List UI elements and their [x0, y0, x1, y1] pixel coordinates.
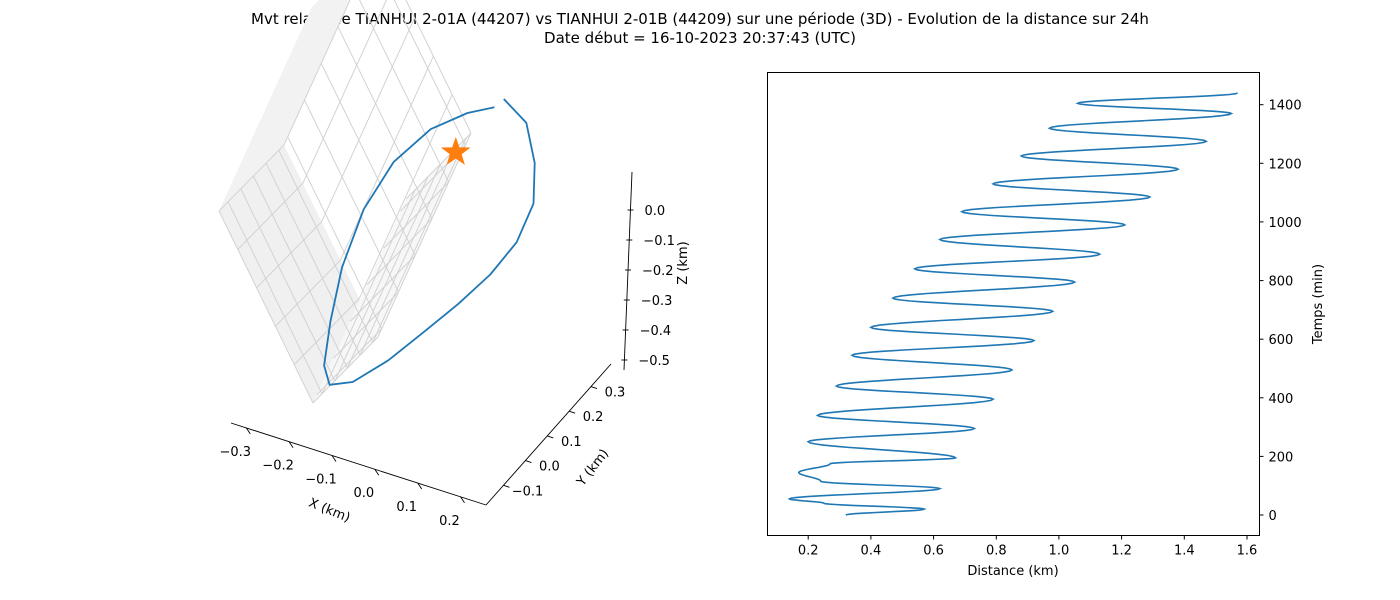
z-tick-label: −0.5 [638, 354, 670, 369]
y-tick [525, 460, 532, 464]
x-tick-label: −0.2 [262, 459, 294, 474]
y-tick-label: 1200 [1269, 157, 1302, 172]
z-tick-label: −0.4 [640, 324, 672, 339]
gridline-floor-y [227, 201, 323, 395]
gridline-back-wall-x [377, 132, 472, 338]
x-tick-label: 1.6 [1237, 544, 1258, 559]
x-tick-label: 0.2 [798, 544, 819, 559]
x-axis-line [230, 422, 487, 506]
gridline-back-wall-x [358, 94, 453, 299]
gridline-floor-x [312, 336, 379, 404]
x-tick [460, 496, 465, 504]
x-tick [374, 468, 380, 476]
plot-frame [767, 72, 1260, 536]
gridline-left-wall-z [333, 291, 399, 359]
x-tick [245, 427, 251, 435]
y-tick-label: 1000 [1269, 216, 1302, 231]
y-tick-label: 800 [1269, 275, 1294, 290]
gridline-left-wall-z [366, 218, 433, 286]
x-tick-label: 0.8 [986, 544, 1007, 559]
chart-title-line2: Date début = 16-10-2023 20:37:43 (UTC) [544, 29, 856, 47]
gridline-left-wall-z [349, 255, 416, 322]
x-tick-label: 1.2 [1111, 544, 1132, 559]
z-tick-label: 0.0 [645, 204, 666, 219]
x-tick [331, 455, 337, 462]
y-axis-label: Temps (min) [1311, 264, 1326, 345]
x-tick-label: −0.3 [220, 445, 252, 460]
gridline-floor-y [265, 162, 361, 356]
pane-edge [405, 0, 472, 134]
gridline-left-wall-z [316, 328, 383, 396]
y-tick-label: 0.2 [583, 410, 604, 425]
gridline-left-wall-z [383, 181, 450, 249]
z-tick-label: −0.3 [641, 294, 673, 309]
y-axis-line [485, 363, 612, 506]
x-tick-label: 0.6 [923, 544, 944, 559]
gridline-back-wall-x [321, 17, 416, 223]
gridline-left-wall-y [359, 150, 454, 356]
y-tick [590, 386, 598, 390]
x-tick-label: 0.1 [396, 500, 417, 515]
x-tick-label: 1.0 [1049, 544, 1070, 559]
x-axis-label: Distance (km) [967, 564, 1058, 579]
gridline-back-wall-z [337, 26, 433, 219]
pane-edge [405, 132, 472, 200]
gridline-left-wall-y [334, 176, 429, 382]
y-tick-label: 0.3 [605, 386, 626, 401]
y-tick [568, 410, 576, 414]
pane-left-wall [313, 133, 471, 403]
trajectory-line [323, 98, 536, 386]
gridline-floor-x [218, 144, 285, 212]
gridline-floor-y [278, 150, 374, 343]
x-tick-label: 0.0 [353, 486, 374, 501]
gridline-floor-x [293, 298, 360, 365]
y-tick-label: 1400 [1269, 99, 1302, 114]
gridline-back-wall-x [339, 55, 434, 261]
y-tick-label: 0.1 [561, 435, 582, 450]
gridline-back-wall-z [393, 0, 466, 146]
star-marker [440, 136, 471, 165]
gridline-floor-x [275, 259, 341, 327]
pane-floor [219, 145, 378, 403]
distance-curve [787, 92, 1238, 516]
z-tick-label: −0.2 [642, 264, 674, 279]
z-tick-label: −0.1 [643, 234, 675, 249]
gridline-floor-x [256, 221, 322, 289]
trajectory-3d-plot: −0.3−0.2−0.10.00.10.2−0.10.00.10.20.30.0… [218, 0, 691, 529]
gridline-left-wall-y [346, 163, 441, 369]
x-tick-label: 0.2 [439, 514, 460, 529]
gridline-left-wall-y [372, 138, 467, 343]
gridline-back-wall-z [304, 99, 399, 293]
y-tick [503, 484, 510, 488]
pane-edge [218, 210, 314, 404]
pane-back-wall [219, 0, 351, 211]
y-tick-label: 400 [1269, 392, 1294, 407]
x-tick [288, 441, 294, 448]
x-tick-label: −0.1 [305, 473, 337, 488]
y-tick-label: 600 [1269, 333, 1294, 348]
x-tick-label: 1.4 [1174, 544, 1195, 559]
y-tick-label: 200 [1269, 450, 1294, 465]
gridline-floor-x [237, 183, 304, 250]
y-tick-label: −0.1 [512, 484, 544, 499]
y-tick-label: 0.0 [539, 460, 560, 475]
chart-title-line1: Mvt relatif de TIANHUI 2-01A (44207) vs … [251, 10, 1149, 28]
gridline-floor-y [240, 188, 336, 382]
gridline-back-wall-x [283, 0, 351, 146]
gridline-back-wall-x [302, 0, 387, 184]
z-axis-line [623, 171, 633, 371]
x-tick [417, 482, 423, 490]
gridline-back-wall-z [287, 136, 383, 330]
z-axis-label: Z (km) [676, 241, 691, 284]
x-tick-label: 0.4 [861, 544, 882, 559]
gridline-floor-y [252, 175, 348, 369]
y-tick [547, 435, 554, 439]
gridline-back-wall-z [359, 0, 450, 183]
gridline-back-wall-z [320, 63, 416, 256]
y-tick-label: 0 [1269, 509, 1277, 524]
